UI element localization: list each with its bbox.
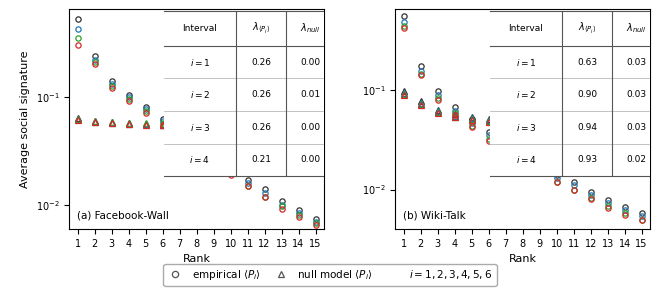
- Text: 0.01: 0.01: [300, 90, 321, 99]
- Text: $\lambda_{null}$: $\lambda_{null}$: [300, 22, 321, 35]
- Text: $i = 1$: $i = 1$: [515, 57, 536, 68]
- Text: $\lambda_{\langle P_i \rangle}$: $\lambda_{\langle P_i \rangle}$: [578, 21, 597, 36]
- Legend: empirical $\langle P_i \rangle$, null model $\langle P_i \rangle$, $i = 1, 2, 3,: empirical $\langle P_i \rangle$, null mo…: [164, 264, 496, 286]
- Text: $i = 2$: $i = 2$: [515, 89, 536, 100]
- Text: 0.00: 0.00: [300, 156, 321, 164]
- Text: 0.00: 0.00: [300, 123, 321, 132]
- Text: $i = 3$: $i = 3$: [515, 122, 536, 133]
- Text: 0.94: 0.94: [577, 123, 597, 132]
- X-axis label: Rank: Rank: [509, 255, 537, 265]
- Text: $\lambda_{null}$: $\lambda_{null}$: [626, 22, 647, 35]
- Text: $i = 4$: $i = 4$: [515, 154, 537, 166]
- Text: 0.03: 0.03: [626, 90, 647, 99]
- Text: 0.21: 0.21: [251, 156, 271, 164]
- Text: 0.26: 0.26: [251, 123, 271, 132]
- Text: 0.03: 0.03: [626, 58, 647, 67]
- Text: 0.90: 0.90: [577, 90, 597, 99]
- Text: (a) Facebook-Wall: (a) Facebook-Wall: [77, 211, 169, 220]
- Text: 0.02: 0.02: [627, 156, 647, 164]
- Bar: [490, 11, 660, 176]
- Text: 0.26: 0.26: [251, 90, 271, 99]
- X-axis label: Rank: Rank: [183, 255, 211, 265]
- Text: $i = 4$: $i = 4$: [189, 154, 211, 166]
- Text: $i = 3$: $i = 3$: [189, 122, 210, 133]
- Text: $i = 2$: $i = 2$: [189, 89, 210, 100]
- Text: 0.63: 0.63: [577, 58, 597, 67]
- Text: 0.93: 0.93: [577, 156, 597, 164]
- Text: 0.00: 0.00: [300, 58, 321, 67]
- Text: Interval: Interval: [182, 24, 217, 33]
- Text: $i = 1$: $i = 1$: [189, 57, 210, 68]
- Y-axis label: Average social signature: Average social signature: [20, 50, 30, 188]
- Text: Interval: Interval: [508, 24, 543, 33]
- Text: 0.03: 0.03: [626, 123, 647, 132]
- Text: (b) Wiki-Talk: (b) Wiki-Talk: [403, 211, 466, 220]
- Text: 0.26: 0.26: [251, 58, 271, 67]
- Text: $\lambda_{\langle P_i \rangle}$: $\lambda_{\langle P_i \rangle}$: [251, 21, 270, 36]
- Bar: [164, 11, 335, 176]
